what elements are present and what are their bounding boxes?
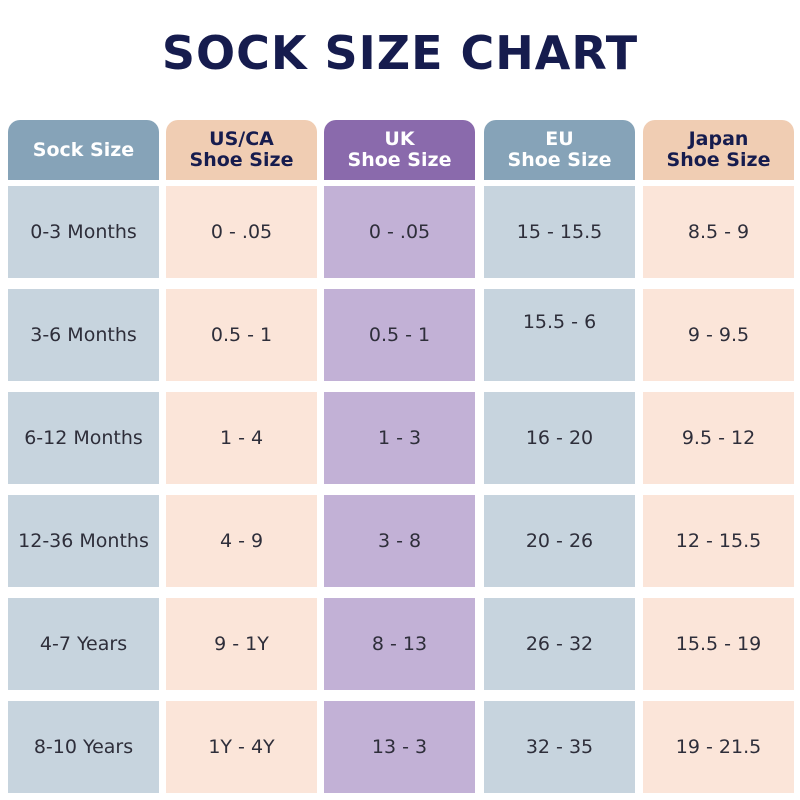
table-cell: 4 - 9 <box>166 495 317 587</box>
table-cell: 26 - 32 <box>484 598 635 690</box>
column-sock-size: Sock Size 0-3 Months 3-6 Months 6-12 Mon… <box>8 120 159 800</box>
header-us-ca: US/CA Shoe Size <box>166 120 317 180</box>
table-cell: 12 - 15.5 <box>643 495 794 587</box>
column-us-ca: US/CA Shoe Size 0 - .05 0.5 - 1 1 - 4 4 … <box>166 120 317 800</box>
table-cell: 6-12 Months <box>8 392 159 484</box>
table-cell: 15.5 - 6 <box>484 289 635 381</box>
column-uk: UK Shoe Size 0 - .05 0.5 - 1 1 - 3 3 - 8… <box>324 120 475 800</box>
table-cell: 0-3 Months <box>8 186 159 278</box>
table-cell: 9 - 9.5 <box>643 289 794 381</box>
table-cell: 1 - 3 <box>324 392 475 484</box>
table-cell: 8-10 Years <box>8 701 159 793</box>
table-cell: 15 - 15.5 <box>484 186 635 278</box>
table-cell: 9 - 1Y <box>166 598 317 690</box>
table-cell: 0.5 - 1 <box>324 289 475 381</box>
table-cell: 1 - 4 <box>166 392 317 484</box>
header-uk: UK Shoe Size <box>324 120 475 180</box>
header-eu: EU Shoe Size <box>484 120 635 180</box>
column-eu: EU Shoe Size 15 - 15.5 15.5 - 6 16 - 20 … <box>484 120 635 800</box>
table-cell: 0 - .05 <box>324 186 475 278</box>
table-cell: 13 - 3 <box>324 701 475 793</box>
table-cell: 3-6 Months <box>8 289 159 381</box>
table-cell: 8.5 - 9 <box>643 186 794 278</box>
table-cell: 9.5 - 12 <box>643 392 794 484</box>
table-cell: 12-36 Months <box>8 495 159 587</box>
table-cell: 16 - 20 <box>484 392 635 484</box>
table-cell: 0 - .05 <box>166 186 317 278</box>
table-cell: 8 - 13 <box>324 598 475 690</box>
table-cell: 3 - 8 <box>324 495 475 587</box>
table-cell: 1Y - 4Y <box>166 701 317 793</box>
table-cell: 0.5 - 1 <box>166 289 317 381</box>
table-cell: 15.5 - 19 <box>643 598 794 690</box>
table-cell: 32 - 35 <box>484 701 635 793</box>
table-cell: 4-7 Years <box>8 598 159 690</box>
table-cell: 19 - 21.5 <box>643 701 794 793</box>
header-sock-size: Sock Size <box>8 120 159 180</box>
column-japan: Japan Shoe Size 8.5 - 9 9 - 9.5 9.5 - 12… <box>643 120 794 800</box>
table-cell: 20 - 26 <box>484 495 635 587</box>
header-japan: Japan Shoe Size <box>643 120 794 180</box>
page-title: SOCK SIZE CHART <box>161 26 639 80</box>
